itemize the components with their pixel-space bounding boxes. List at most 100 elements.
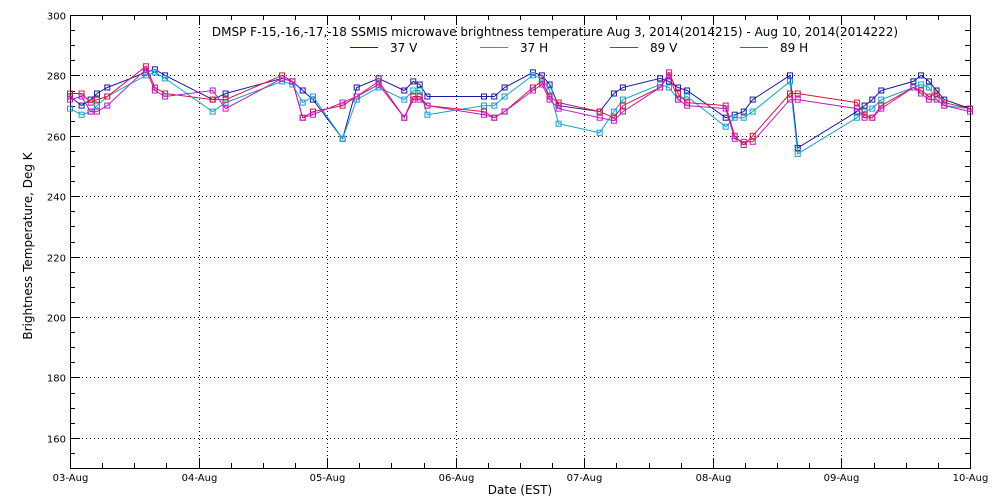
data-point-37-h	[731, 114, 738, 121]
data-point-37-h	[339, 135, 346, 142]
data-point-89-h	[787, 96, 793, 103]
data-point-89-v	[416, 93, 423, 100]
data-point-89-h	[94, 108, 100, 115]
data-point-89-h	[142, 66, 149, 73]
data-point-89-h	[78, 93, 85, 100]
data-point-37-h	[684, 93, 691, 100]
data-point-89-h	[410, 96, 417, 103]
data-point-89-h	[501, 108, 508, 115]
data-point-37-v	[401, 87, 408, 94]
data-point-37-v	[740, 108, 747, 115]
data-point-37-h	[610, 108, 617, 115]
data-point-89-v	[555, 99, 562, 106]
x-tick-label: 05-Aug	[310, 473, 346, 484]
data-point-89-v	[740, 141, 747, 148]
data-point-37-v	[94, 90, 100, 97]
data-point-37-v	[481, 93, 487, 100]
data-point-89-h	[610, 117, 617, 124]
legend-label-89-v: 89 V	[650, 41, 678, 55]
data-point-89-v	[933, 90, 940, 97]
data-point-37-h	[310, 93, 316, 100]
y-tick-label: 160	[47, 435, 66, 446]
data-point-37-h	[151, 69, 158, 76]
data-point-37-v	[787, 72, 793, 79]
data-point-89-v	[596, 108, 603, 115]
y-tick-label: 180	[47, 374, 66, 385]
data-point-89-h	[339, 99, 346, 106]
data-point-89-h	[310, 111, 316, 118]
axis-ticks: 03-Aug 04-Aug 05-Aug 06-Aug 07-Aug 08-Aug 09-A…	[47, 12, 988, 485]
data-point-37-h	[666, 84, 673, 91]
data-point-89-h	[596, 114, 603, 121]
data-point-89-h	[209, 87, 216, 94]
y-axis-label: Brightness Temperature, Deg K	[21, 151, 35, 339]
data-point-89-h	[666, 72, 673, 79]
data-point-37-h	[529, 72, 536, 79]
data-point-89-h	[749, 138, 756, 145]
data-point-37-h	[416, 87, 423, 94]
data-point-89-h	[853, 105, 860, 112]
legend-label-37-h: 37 H	[520, 41, 548, 55]
data-point-37-v	[910, 78, 917, 85]
data-point-37-v	[491, 93, 498, 100]
y-tick-label: 260	[47, 133, 66, 144]
data-point-37-h	[481, 102, 487, 109]
data-point-37-v	[657, 75, 664, 82]
data-point-89-v	[481, 108, 487, 115]
data-point-37-h	[869, 105, 876, 112]
y-tick-label: 280	[47, 72, 66, 83]
chart-title: DMSP F-15,-16,-17,-18 SSMIS microwave br…	[212, 25, 898, 39]
data-point-89-h	[299, 114, 306, 121]
data-point-89-h	[375, 81, 382, 88]
data-point-37-v	[878, 87, 885, 94]
data-point-89-h	[910, 84, 917, 91]
data-point-89-h	[869, 114, 876, 121]
data-point-37-h	[878, 96, 885, 103]
data-point-37-v	[610, 90, 617, 97]
data-point-37-h	[918, 81, 925, 88]
data-point-89-h	[481, 111, 487, 118]
data-point-37-v	[749, 96, 756, 103]
data-point-37-h	[501, 93, 508, 100]
series-line-89-v	[70, 65, 971, 146]
data-point-89-h	[657, 84, 664, 91]
data-point-37-h	[853, 114, 860, 121]
data-point-37-h	[722, 123, 729, 130]
data-point-37-v	[869, 96, 876, 103]
data-point-37-v	[861, 102, 868, 109]
data-point-89-v	[749, 132, 756, 139]
legend-label-89-h: 89 H	[780, 41, 808, 55]
data-point-89-v	[787, 90, 793, 97]
data-point-89-v	[410, 93, 417, 100]
data-point-89-h	[529, 87, 536, 94]
data-point-89-v	[794, 90, 801, 97]
data-point-37-h	[749, 108, 756, 115]
data-point-37-h	[299, 99, 306, 106]
data-point-37-h	[67, 105, 73, 112]
x-tick-label: 07-Aug	[567, 473, 603, 484]
data-point-89-v	[209, 96, 216, 103]
data-point-89-v	[67, 90, 73, 97]
data-point-89-h	[424, 102, 431, 109]
data-point-37-h	[353, 96, 360, 103]
x-tick-label: 10-Aug	[953, 473, 989, 484]
data-point-89-h	[546, 96, 553, 103]
x-tick-label: 04-Aug	[182, 473, 218, 484]
x-axis-label: Date (EST)	[488, 483, 552, 497]
data-point-37-v	[416, 81, 423, 88]
data-point-89-h	[722, 105, 729, 112]
data-point-37-v	[78, 102, 85, 109]
data-point-89-h	[538, 81, 545, 88]
data-point-37-h	[794, 150, 801, 157]
data-point-37-v	[546, 81, 553, 88]
data-point-89-v	[104, 93, 111, 100]
data-point-37-h	[555, 120, 562, 127]
x-tick-label: 09-Aug	[824, 473, 860, 484]
data-point-37-h	[410, 87, 417, 94]
data-point-89-h	[675, 96, 682, 103]
data-point-37-v	[299, 87, 306, 94]
data-point-37-h	[162, 75, 169, 82]
data-point-37-v	[619, 84, 626, 91]
data-point-89-h	[416, 96, 423, 103]
data-point-89-h	[162, 93, 169, 100]
